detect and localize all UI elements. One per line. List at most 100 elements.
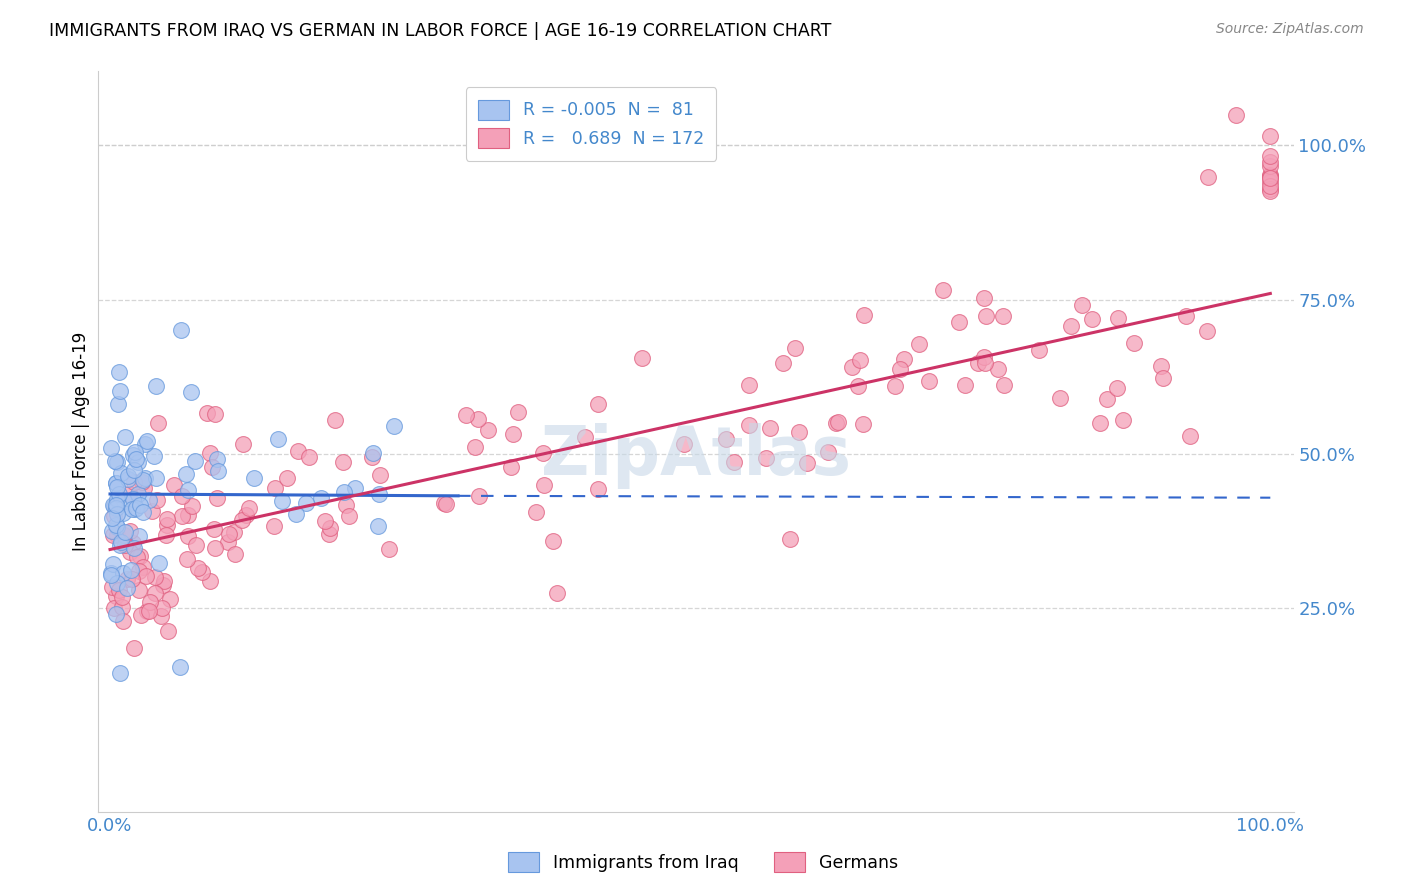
Point xyxy=(335,498,357,512)
Point xyxy=(142,449,165,463)
Text: IMMIGRANTS FROM IRAQ VS GERMAN IN LABOR FORCE | AGE 16-19 CORRELATION CHART: IMMIGRANTS FROM IRAQ VS GERMAN IN LABOR … xyxy=(49,22,831,40)
Point xyxy=(107,397,129,411)
Point xyxy=(177,483,200,498)
Point xyxy=(152,578,174,592)
Point xyxy=(128,498,150,512)
Point xyxy=(122,463,145,477)
Point xyxy=(205,451,228,466)
Point xyxy=(157,624,180,638)
Point xyxy=(108,365,131,379)
Point xyxy=(205,491,228,505)
Point xyxy=(1150,359,1173,374)
Point xyxy=(163,477,186,491)
Point xyxy=(112,614,135,628)
Point xyxy=(103,509,125,524)
Point xyxy=(218,527,240,541)
Point xyxy=(849,353,872,368)
Point xyxy=(1258,175,1281,189)
Point xyxy=(853,308,876,322)
Point xyxy=(114,430,136,444)
Point xyxy=(1225,107,1247,121)
Point xyxy=(531,445,554,459)
Point xyxy=(170,324,193,338)
Point xyxy=(132,505,155,519)
Point xyxy=(117,471,139,485)
Point xyxy=(673,437,696,451)
Point xyxy=(318,520,340,534)
Point xyxy=(785,342,807,356)
Point xyxy=(1258,169,1281,184)
Point xyxy=(848,378,870,392)
Point xyxy=(195,405,218,419)
Legend: Immigrants from Iraq, Germans: Immigrants from Iraq, Germans xyxy=(501,845,905,879)
Point xyxy=(110,467,132,481)
Point xyxy=(128,583,150,598)
Point xyxy=(100,441,122,455)
Point xyxy=(105,475,128,490)
Point xyxy=(139,595,162,609)
Point xyxy=(125,452,148,467)
Point xyxy=(121,572,143,586)
Point xyxy=(318,526,340,541)
Point xyxy=(993,378,1015,392)
Point xyxy=(1049,392,1071,406)
Legend: R = -0.005  N =  81, R =   0.689  N = 172: R = -0.005 N = 81, R = 0.689 N = 172 xyxy=(465,87,716,161)
Point xyxy=(207,464,229,478)
Point xyxy=(187,561,209,575)
Point xyxy=(105,498,128,512)
Point xyxy=(135,569,157,583)
Point xyxy=(270,493,292,508)
Point xyxy=(263,481,285,495)
Point xyxy=(138,604,160,618)
Point xyxy=(111,506,134,520)
Point xyxy=(127,487,149,501)
Point xyxy=(276,471,298,485)
Point xyxy=(104,500,127,515)
Point xyxy=(124,502,146,516)
Point xyxy=(101,528,124,542)
Point xyxy=(143,570,166,584)
Point xyxy=(145,492,167,507)
Point xyxy=(108,583,131,598)
Point xyxy=(138,493,160,508)
Point xyxy=(723,455,745,469)
Point xyxy=(176,552,198,566)
Point xyxy=(433,496,456,510)
Point xyxy=(325,413,347,427)
Point xyxy=(917,374,939,388)
Point xyxy=(105,575,128,590)
Text: Source: ZipAtlas.com: Source: ZipAtlas.com xyxy=(1216,22,1364,37)
Point xyxy=(118,486,141,500)
Point xyxy=(174,467,197,481)
Point xyxy=(204,541,226,556)
Point xyxy=(156,517,179,532)
Point xyxy=(852,417,875,431)
Point xyxy=(145,379,167,393)
Point xyxy=(1081,312,1104,326)
Point xyxy=(120,563,142,577)
Point xyxy=(966,356,988,370)
Point xyxy=(533,478,555,492)
Point xyxy=(1258,169,1281,183)
Point xyxy=(755,451,778,466)
Point xyxy=(132,560,155,574)
Point xyxy=(128,564,150,578)
Point xyxy=(232,436,254,450)
Point xyxy=(932,283,955,297)
Point xyxy=(224,547,246,561)
Point xyxy=(974,356,997,370)
Point xyxy=(368,468,391,483)
Point xyxy=(122,541,145,555)
Point xyxy=(150,601,173,615)
Point xyxy=(105,507,128,521)
Point xyxy=(103,499,125,513)
Point xyxy=(454,409,477,423)
Point xyxy=(105,480,128,494)
Point xyxy=(200,446,222,460)
Point xyxy=(1028,343,1050,358)
Point xyxy=(1152,371,1174,385)
Point xyxy=(738,378,761,392)
Point xyxy=(204,407,226,421)
Point xyxy=(224,525,246,540)
Point xyxy=(134,437,156,451)
